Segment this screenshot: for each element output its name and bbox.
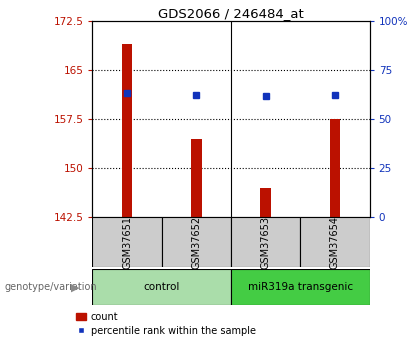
Title: GDS2066 / 246484_at: GDS2066 / 246484_at	[158, 7, 304, 20]
Text: genotype/variation: genotype/variation	[4, 282, 97, 292]
Bar	[231, 269, 370, 305]
Bar	[191, 139, 202, 217]
Text: GSM37653: GSM37653	[261, 216, 270, 269]
Text: miR319a transgenic: miR319a transgenic	[248, 282, 353, 292]
Bar	[162, 217, 231, 267]
Text: ▶: ▶	[71, 282, 80, 292]
Legend: count, percentile rank within the sample: count, percentile rank within the sample	[76, 312, 256, 336]
Bar	[122, 44, 132, 217]
Bar	[92, 217, 162, 267]
Text: GSM37652: GSM37652	[192, 216, 201, 269]
Bar	[260, 188, 271, 217]
Bar	[330, 119, 340, 217]
Text: GSM37651: GSM37651	[122, 216, 132, 269]
Bar	[300, 217, 370, 267]
Bar	[231, 217, 300, 267]
Text: control: control	[144, 282, 180, 292]
Bar	[92, 269, 231, 305]
Text: GSM37654: GSM37654	[330, 216, 340, 269]
